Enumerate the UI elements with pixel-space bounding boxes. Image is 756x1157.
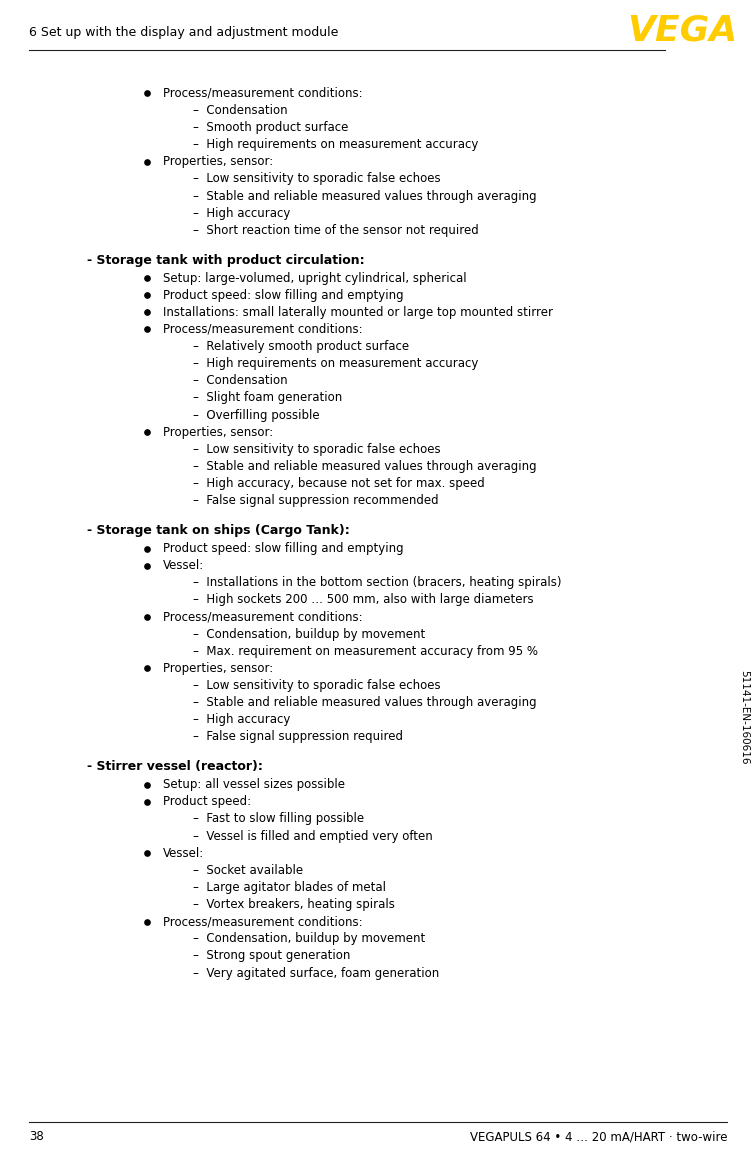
Text: –  Relatively smooth product surface: – Relatively smooth product surface (193, 340, 409, 353)
Text: –  Low sensitivity to sporadic false echoes: – Low sensitivity to sporadic false echo… (193, 443, 441, 456)
Text: –  Condensation, buildup by movement: – Condensation, buildup by movement (193, 627, 425, 641)
Text: –  Max. requirement on measurement accuracy from 95 %: – Max. requirement on measurement accura… (193, 644, 538, 658)
Text: –  False signal suppression required: – False signal suppression required (193, 730, 403, 744)
Text: –  Condensation, buildup by movement: – Condensation, buildup by movement (193, 933, 425, 945)
Text: Setup: large-volumed, upright cylindrical, spherical: Setup: large-volumed, upright cylindrica… (163, 272, 466, 285)
Text: –  Large agitator blades of metal: – Large agitator blades of metal (193, 880, 386, 894)
Text: 38: 38 (29, 1130, 44, 1143)
Text: - Storage tank on ships (Cargo Tank):: - Storage tank on ships (Cargo Tank): (87, 524, 350, 537)
Text: –  Low sensitivity to sporadic false echoes: – Low sensitivity to sporadic false echo… (193, 172, 441, 185)
Text: –  High accuracy: – High accuracy (193, 713, 290, 727)
Text: Process/measurement conditions:: Process/measurement conditions: (163, 323, 362, 336)
Text: Setup: all vessel sizes possible: Setup: all vessel sizes possible (163, 779, 345, 791)
Text: Process/measurement conditions:: Process/measurement conditions: (163, 611, 362, 624)
Text: –  Low sensitivity to sporadic false echoes: – Low sensitivity to sporadic false echo… (193, 679, 441, 692)
Text: Properties, sensor:: Properties, sensor: (163, 662, 273, 675)
Text: –  Strong spout generation: – Strong spout generation (193, 950, 350, 963)
Text: –  High accuracy: – High accuracy (193, 207, 290, 220)
Text: –  Stable and reliable measured values through averaging: – Stable and reliable measured values th… (193, 697, 537, 709)
Text: –  Slight foam generation: – Slight foam generation (193, 391, 342, 405)
Text: 51141-EN-160616: 51141-EN-160616 (739, 670, 749, 765)
Text: VEGA: VEGA (627, 14, 737, 47)
Text: –  High sockets 200 … 500 mm, also with large diameters: – High sockets 200 … 500 mm, also with l… (193, 594, 534, 606)
Text: - Stirrer vessel (reactor):: - Stirrer vessel (reactor): (87, 760, 263, 773)
Text: –  Installations in the bottom section (bracers, heating spirals): – Installations in the bottom section (b… (193, 576, 561, 589)
Text: –  High requirements on measurement accuracy: – High requirements on measurement accur… (193, 138, 478, 152)
Text: –  Vortex breakers, heating spirals: – Vortex breakers, heating spirals (193, 898, 395, 911)
Text: –  Stable and reliable measured values through averaging: – Stable and reliable measured values th… (193, 190, 537, 202)
Text: –  Very agitated surface, foam generation: – Very agitated surface, foam generation (193, 966, 439, 980)
Text: –  Fast to slow filling possible: – Fast to slow filling possible (193, 812, 364, 825)
Text: Process/measurement conditions:: Process/measurement conditions: (163, 87, 362, 100)
Text: Product speed: slow filling and emptying: Product speed: slow filling and emptying (163, 289, 403, 302)
Text: –  High requirements on measurement accuracy: – High requirements on measurement accur… (193, 358, 478, 370)
Text: Process/measurement conditions:: Process/measurement conditions: (163, 915, 362, 928)
Text: –  Overfilling possible: – Overfilling possible (193, 408, 319, 421)
Text: –  Smooth product surface: – Smooth product surface (193, 121, 349, 134)
Text: –  False signal suppression recommended: – False signal suppression recommended (193, 494, 438, 507)
Text: Installations: small laterally mounted or large top mounted stirrer: Installations: small laterally mounted o… (163, 305, 553, 319)
Text: Product speed: slow filling and emptying: Product speed: slow filling and emptying (163, 541, 403, 555)
Text: Vessel:: Vessel: (163, 847, 204, 860)
Text: Properties, sensor:: Properties, sensor: (163, 155, 273, 168)
Text: –  Vessel is filled and emptied very often: – Vessel is filled and emptied very ofte… (193, 830, 432, 842)
Text: –  Short reaction time of the sensor not required: – Short reaction time of the sensor not … (193, 223, 479, 237)
Text: Vessel:: Vessel: (163, 559, 204, 573)
Text: - Storage tank with product circulation:: - Storage tank with product circulation: (87, 253, 364, 266)
Text: –  Stable and reliable measured values through averaging: – Stable and reliable measured values th… (193, 460, 537, 473)
Text: –  High accuracy, because not set for max. speed: – High accuracy, because not set for max… (193, 477, 485, 491)
Text: –  Condensation: – Condensation (193, 104, 287, 117)
Text: Product speed:: Product speed: (163, 795, 251, 809)
Text: 6 Set up with the display and adjustment module: 6 Set up with the display and adjustment… (29, 27, 338, 39)
Text: VEGAPULS 64 • 4 … 20 mA/HART · two-wire: VEGAPULS 64 • 4 … 20 mA/HART · two-wire (469, 1130, 727, 1143)
Text: Properties, sensor:: Properties, sensor: (163, 426, 273, 439)
Text: –  Condensation: – Condensation (193, 375, 287, 388)
Text: –  Socket available: – Socket available (193, 864, 303, 877)
